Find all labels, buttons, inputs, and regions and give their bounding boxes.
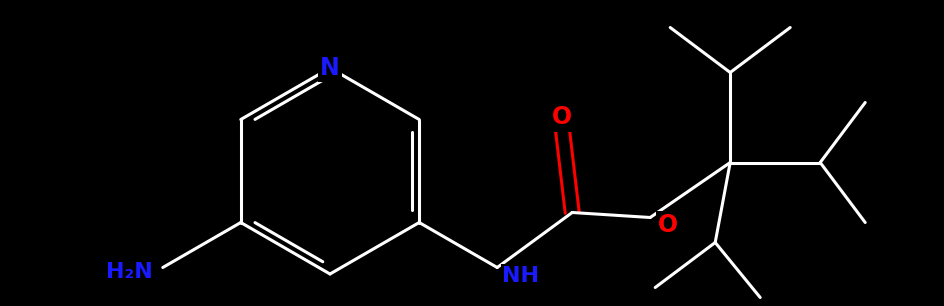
Text: O: O <box>658 214 679 237</box>
Text: O: O <box>552 106 572 129</box>
Text: N: N <box>320 56 340 80</box>
Text: NH: NH <box>502 266 539 285</box>
Text: H₂N: H₂N <box>106 263 153 282</box>
